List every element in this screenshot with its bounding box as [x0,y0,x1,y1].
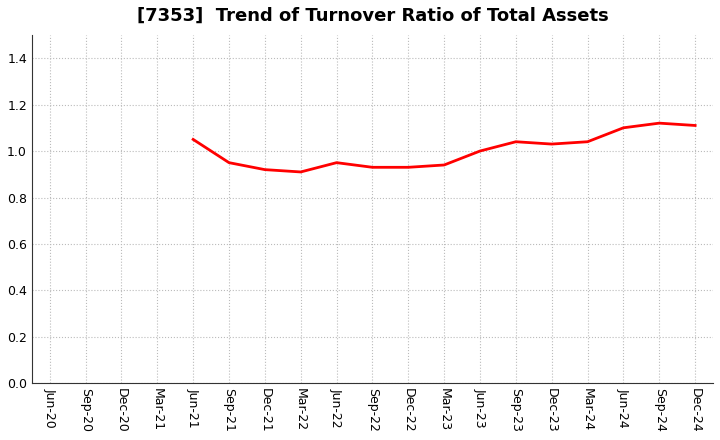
Title: [7353]  Trend of Turnover Ratio of Total Assets: [7353] Trend of Turnover Ratio of Total … [137,7,608,25]
